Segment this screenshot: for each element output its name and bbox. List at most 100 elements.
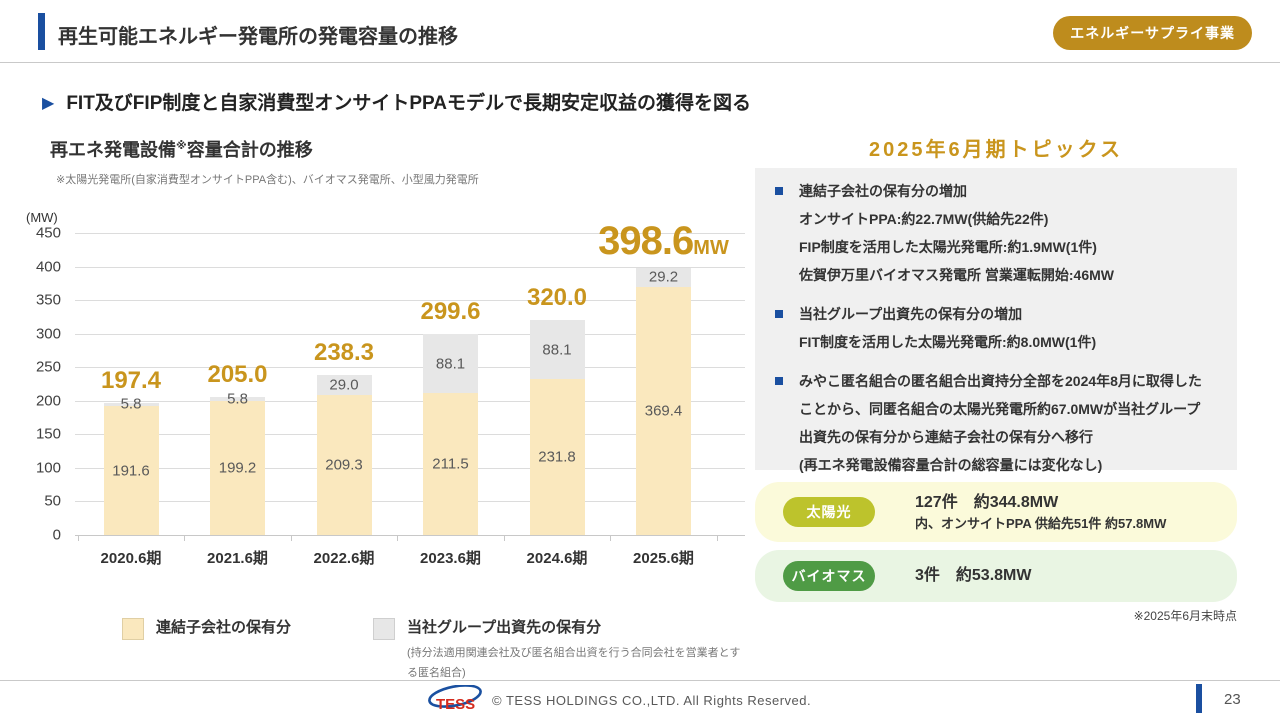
gridline	[75, 467, 745, 469]
y-axis-tick-label: 50	[44, 492, 61, 510]
solar-onsite-ppa-detail: 内、オンサイトPPA 供給先51件 約57.8MW	[915, 515, 1167, 531]
gridline	[75, 367, 745, 369]
topics-box: 連結子会社の保有分の増加 オンサイトPPA:約22.7MW(供給先22件) FI…	[755, 168, 1237, 473]
bar-segment-subsidiary-value: 209.3	[325, 456, 363, 474]
biomass-badge: バイオマス	[783, 561, 875, 591]
topic-line: FIP制度を活用した太陽光発電所:約1.9MW(1件)	[799, 239, 1097, 255]
gridline	[75, 333, 745, 335]
bar-segment-subsidiary	[103, 406, 159, 535]
x-axis-tick-mark	[716, 535, 718, 541]
topic-line: 佐賀伊万里バイオマス発電所 営業運転開始:46MW	[799, 267, 1114, 283]
solar-badge: 太陽光	[783, 497, 875, 527]
x-axis-category-label: 2023.6期	[420, 550, 481, 567]
biomass-summary-card: バイオマス 3件 約53.8MW	[755, 550, 1237, 602]
tess-logo-text: TESS	[436, 696, 475, 713]
x-axis-tick-mark	[397, 535, 399, 541]
stacked-bar: 199.2 5.8 205.0	[207, 361, 268, 535]
x-axis-category-label: 2021.6期	[207, 550, 268, 567]
bar-segment-group	[210, 397, 265, 402]
page-number: 23	[1224, 691, 1241, 708]
gridline	[75, 535, 745, 536]
x-axis-tick-mark	[77, 535, 79, 541]
y-axis-tick-label: 250	[35, 358, 61, 376]
topic-item: 連結子会社の保有分の増加 オンサイトPPA:約22.7MW(供給先22件) FI…	[775, 177, 1223, 289]
topic-item: 当社グループ出資先の保有分の増加 FIT制度を活用した太陽光発電所:約8.0MW…	[775, 300, 1223, 356]
bar-segment-group-value: 5.8	[227, 390, 248, 408]
y-axis-unit-label: (MW)	[26, 210, 58, 225]
bar-segment-group	[103, 402, 159, 407]
x-axis-tick-mark	[290, 535, 292, 541]
bar-segment-subsidiary	[316, 394, 372, 535]
stacked-bar: 231.8 88.1 320.0	[527, 284, 587, 535]
bar-segment-group	[423, 333, 478, 394]
legend-note: (持分法適用関連会社及び匿名組合出資を行う合同会社を営業者とする匿名組合)	[407, 647, 741, 679]
bar-total-value: 197.4	[100, 366, 162, 394]
bar-total-value: 320.0	[526, 284, 588, 312]
legend-label-group-text: 当社グループ出資先の保有分	[407, 619, 602, 636]
square-bullet-icon	[775, 187, 783, 195]
triangle-bullet-icon: ▶	[42, 95, 55, 112]
bar-segment-subsidiary-value: 199.2	[218, 459, 257, 477]
gridline	[75, 233, 745, 234]
y-axis-tick-label: 300	[35, 325, 61, 343]
y-axis-tick-label: 100	[35, 459, 61, 477]
stacked-bar: 211.5 88.1 299.6	[420, 298, 481, 535]
footer-divider	[0, 680, 1280, 681]
as-of-note: ※2025年6月末時点	[1133, 609, 1237, 623]
legend-label-group: 当社グループ出資先の保有分 (持分法適用関連会社及び匿名組合出資を行う合同会社を…	[407, 618, 745, 683]
bar-segment-group-value: 88.1	[435, 355, 466, 372]
key-message-text: FIT及びFIP制度と自家消費型オンサイトPPAモデルで長期安定収益の獲得を図る	[66, 93, 752, 114]
stacked-bar: 191.6 5.8 197.4	[101, 367, 161, 535]
y-axis-tick-label: 150	[35, 425, 61, 443]
bar-segment-group-value: 88.1	[542, 341, 572, 359]
biomass-count-capacity: 3件 約53.8MW	[915, 567, 1032, 584]
bar-total-unit: MW	[693, 236, 729, 259]
title-accent-bar	[38, 13, 45, 50]
y-axis-tick-label: 350	[35, 291, 61, 309]
page-number-accent-bar	[1196, 684, 1202, 713]
chart-title: 再エネ発電設備※容量合計の推移	[50, 136, 313, 162]
chart-title-sup: ※	[176, 140, 187, 152]
gridline	[75, 400, 745, 402]
bar-segment-subsidiary-value: 231.8	[538, 448, 576, 466]
biomass-card-text: 3件 約53.8MW	[915, 566, 1031, 586]
x-axis-category-label: 2022.6期	[313, 550, 375, 567]
bar-total-value: 398.6MW	[598, 218, 729, 263]
stacked-bar: 369.4 29.2 398.6MW	[598, 219, 729, 535]
topic-line: 出資先の保有分から連結子会社の保有分へ移行	[799, 429, 1093, 445]
bar-total-value: 299.6	[420, 297, 481, 325]
key-message: ▶ FIT及びFIP制度と自家消費型オンサイトPPAモデルで長期安定収益の獲得を図…	[42, 88, 751, 115]
bar-total-value: 238.3	[313, 339, 375, 367]
x-axis-category-label: 2025.6期	[633, 550, 694, 567]
solar-summary-card: 太陽光 127件 約344.8MW 内、オンサイトPPA 供給先51件 約57.…	[755, 482, 1237, 542]
bar-segment-group	[529, 320, 585, 380]
bar-segment-subsidiary	[210, 401, 265, 535]
chart-footnote: ※太陽光発電所(自家消費型オンサイトPPA含む)、バイオマス発電所、小型風力発電…	[56, 174, 479, 186]
bar-segment-subsidiary	[529, 379, 585, 535]
stacked-bar: 209.3 29.0 238.3	[314, 339, 374, 535]
gridline	[75, 434, 745, 436]
copyright-text: © TESS HOLDINGS CO.,LTD. All Rights Rese…	[492, 693, 812, 708]
gridline	[75, 300, 745, 302]
y-axis-tick-label: 400	[35, 258, 61, 276]
x-axis-tick-mark	[503, 535, 505, 541]
topic-line: (再エネ発電設備容量合計の総容量には変化なし)	[799, 457, 1103, 473]
header-divider	[0, 62, 1280, 63]
bar-segment-group-value: 29.2	[648, 268, 679, 286]
topic-heading: 連結子会社の保有分の増加	[799, 183, 967, 199]
square-bullet-icon	[775, 310, 783, 318]
legend-item-subsidiary: 連結子会社の保有分	[122, 618, 291, 640]
y-axis-tick-label: 0	[52, 526, 61, 544]
solar-count-capacity: 127件 約344.8MW	[915, 493, 1059, 511]
segment-badge: エネルギーサプライ事業	[1053, 16, 1252, 50]
topics-title: 2025年6月期トピックス	[868, 139, 1123, 161]
x-axis-category-label: 2024.6期	[526, 550, 588, 567]
gridline	[75, 501, 745, 503]
bar-segment-group	[316, 375, 372, 395]
bar-segment-subsidiary-value: 191.6	[112, 462, 150, 480]
bar-segment-group-value: 5.8	[120, 395, 142, 413]
chart-title-post: 容量合計の推移	[186, 140, 313, 160]
solar-card-text: 127件 約344.8MW 内、オンサイトPPA 供給先51件 約57.8MW	[915, 493, 1166, 532]
bar-segment-subsidiary-value: 369.4	[644, 402, 683, 420]
